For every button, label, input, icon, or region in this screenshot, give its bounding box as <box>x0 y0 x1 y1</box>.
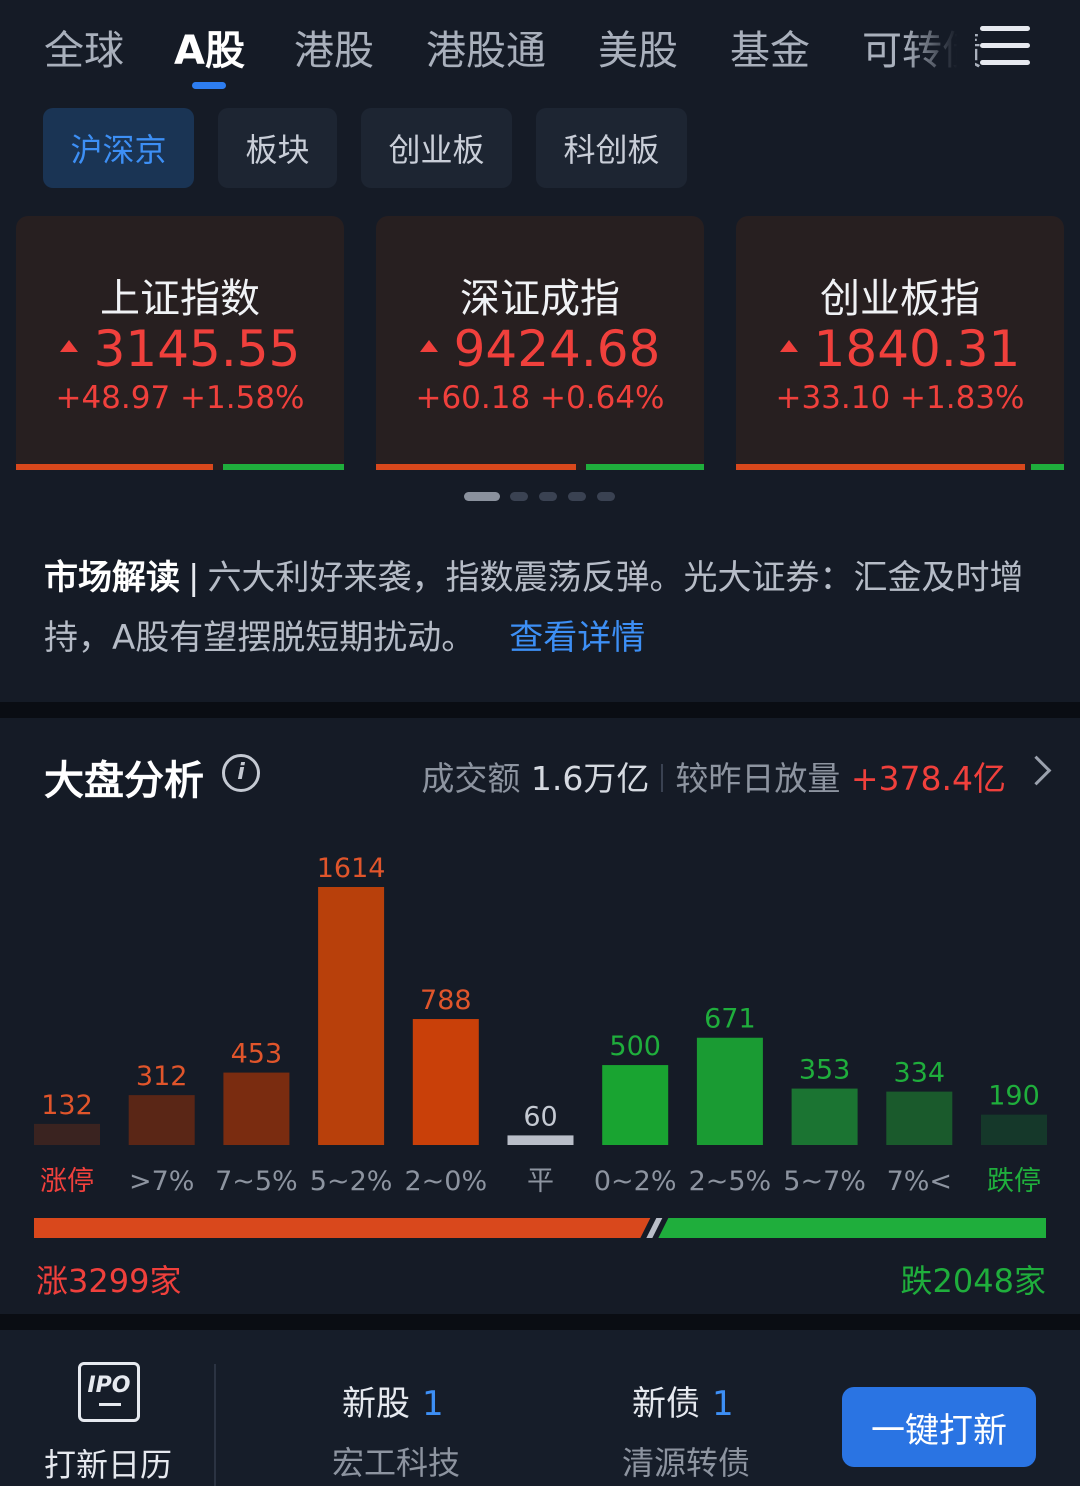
bar-value-label: 500 <box>609 1031 661 1062</box>
analysis-title: 大盘分析 <box>44 758 204 804</box>
bar-value-label: 60 <box>523 1101 557 1132</box>
index-breadth-bar <box>16 464 344 470</box>
subtab-chinext[interactable]: 创业板 <box>361 108 512 188</box>
tab-fade <box>905 0 975 90</box>
index-name: 上证指数 <box>100 276 260 322</box>
subtab-sector[interactable]: 板块 <box>218 108 337 188</box>
index-change: +60.18 +0.64% <box>415 380 665 416</box>
index-name: 深证成指 <box>460 276 620 322</box>
bar-value-label: 1614 <box>317 853 386 884</box>
index-name: 创业板指 <box>820 276 980 322</box>
market-tabs: 全球 A股 港股 港股通 美股 基金 可转债 <box>0 0 1080 100</box>
bar-2 <box>223 1072 290 1145</box>
up-down-ratio-bar <box>34 1218 1046 1238</box>
bar-category-label: 2~5% <box>689 1166 772 1197</box>
one-click-ipo-button[interactable]: 一键打新 <box>842 1387 1036 1467</box>
bar-value-label: 132 <box>41 1090 93 1121</box>
index-breadth-bar <box>736 464 1064 470</box>
bar-value-label: 453 <box>231 1039 283 1070</box>
tab-hk-connect[interactable]: 港股通 <box>426 28 546 74</box>
bar-0 <box>34 1123 100 1145</box>
turnover-summary[interactable]: 成交额 1.6万亿 较昨日放量 +378.4亿 <box>421 759 1006 798</box>
bar-category-label: 7%< <box>887 1166 952 1197</box>
interpretation-label: 市场解读 <box>44 558 180 598</box>
up-portion <box>34 1218 651 1238</box>
bar-value-label: 312 <box>136 1061 188 1092</box>
index-value: 3145.55 <box>16 320 344 378</box>
index-card-shenzhen[interactable]: 深证成指 9424.68 +60.18 +0.64% <box>376 216 704 470</box>
bar-category-label: 涨停 <box>40 1166 94 1197</box>
ipo-calendar-icon[interactable]: IPO <box>78 1362 140 1422</box>
bar-value-label: 671 <box>704 1004 756 1035</box>
index-value: 1840.31 <box>736 320 1064 378</box>
bar-value-label: 353 <box>799 1055 851 1086</box>
carousel-dot[interactable] <box>539 492 557 501</box>
subtab-star-market[interactable]: 科创板 <box>536 108 687 188</box>
bar-category-label: >7% <box>129 1166 194 1197</box>
info-icon[interactable]: i <box>222 754 260 792</box>
carousel-dot-active[interactable] <box>464 492 500 501</box>
active-tab-indicator <box>192 82 226 89</box>
bar-6 <box>602 1065 669 1145</box>
market-interpretation: 市场解读 | 六大利好来袭，指数震荡反弹。光大证券：汇金及时增持，A股有望摆脱短期扰… <box>44 558 1024 658</box>
chevron-right-icon[interactable] <box>1021 755 1052 786</box>
bar-value-label: 190 <box>988 1081 1040 1112</box>
index-card-chinext[interactable]: 创业板指 1840.31 +33.10 +1.83% <box>736 216 1064 470</box>
tab-us-stock[interactable]: 美股 <box>598 28 678 74</box>
tab-hk-stock[interactable]: 港股 <box>294 28 374 74</box>
bar-10 <box>981 1114 1047 1145</box>
new-bond-name[interactable]: 清源转债 <box>622 1444 751 1482</box>
tab-global[interactable]: 全球 <box>44 28 124 74</box>
index-change: +33.10 +1.83% <box>775 380 1025 416</box>
interpretation-text: 六大利好来袭，指数震荡反弹。光大证券：汇金及时增持，A股有望摆脱短期扰动。 <box>44 558 1024 658</box>
carousel-dot[interactable] <box>510 492 528 501</box>
section-divider <box>0 1314 1080 1330</box>
up-triangle-icon <box>419 340 438 352</box>
view-details-link[interactable]: 查看详情 <box>509 618 646 658</box>
tab-a-share[interactable]: A股 <box>174 28 245 74</box>
tab-fund[interactable]: 基金 <box>730 28 810 74</box>
vertical-divider <box>214 1364 216 1486</box>
bar-value-label: 334 <box>894 1058 946 1089</box>
index-breadth-bar <box>376 464 704 470</box>
down-portion <box>658 1218 1046 1238</box>
carousel-dot[interactable] <box>568 492 586 501</box>
rise-fall-distribution-chart: 132 涨停 312 >7% 453 7~5% 1614 5~2% 788 2~0% 60 平 500 0… <box>34 853 1047 1197</box>
bar-category-label: 平 <box>527 1166 554 1197</box>
bar-3 <box>318 887 385 1145</box>
index-change: +48.97 +1.58% <box>55 380 305 416</box>
down-count: 跌2048家 <box>900 1262 1046 1300</box>
bar-7 <box>696 1037 763 1145</box>
flat-portion <box>646 1218 663 1238</box>
subtab-hushenjing[interactable]: 沪深京 <box>43 108 194 188</box>
carousel-dot[interactable] <box>597 492 615 501</box>
up-triangle-icon <box>779 340 798 352</box>
bar-category-label: 2~0% <box>404 1166 487 1197</box>
section-divider <box>0 702 1080 718</box>
new-stock-entry[interactable]: 新股 1 <box>342 1384 444 1424</box>
bar-category-label: 跌停 <box>987 1166 1041 1197</box>
index-value: 9424.68 <box>376 320 704 378</box>
up-triangle-icon <box>59 340 78 352</box>
new-bond-entry[interactable]: 新债 1 <box>632 1384 734 1424</box>
bar-8 <box>791 1088 858 1145</box>
bar-value-label: 788 <box>420 985 472 1016</box>
ipo-calendar-label[interactable]: 打新日历 <box>44 1446 173 1484</box>
up-count: 涨3299家 <box>36 1262 182 1300</box>
bar-4 <box>412 1019 479 1145</box>
bar-5 <box>507 1135 574 1145</box>
bar-category-label: 5~2% <box>310 1166 393 1197</box>
bar-category-label: 5~7% <box>783 1166 866 1197</box>
bar-9 <box>886 1091 953 1145</box>
index-card-shanghai[interactable]: 上证指数 3145.55 +48.97 +1.58% <box>16 216 344 470</box>
menu-icon[interactable] <box>980 26 1030 66</box>
bar-1 <box>128 1095 195 1145</box>
new-stock-name[interactable]: 宏工科技 <box>332 1444 461 1482</box>
bar-category-label: 7~5% <box>215 1166 298 1197</box>
bar-category-label: 0~2% <box>594 1166 677 1197</box>
